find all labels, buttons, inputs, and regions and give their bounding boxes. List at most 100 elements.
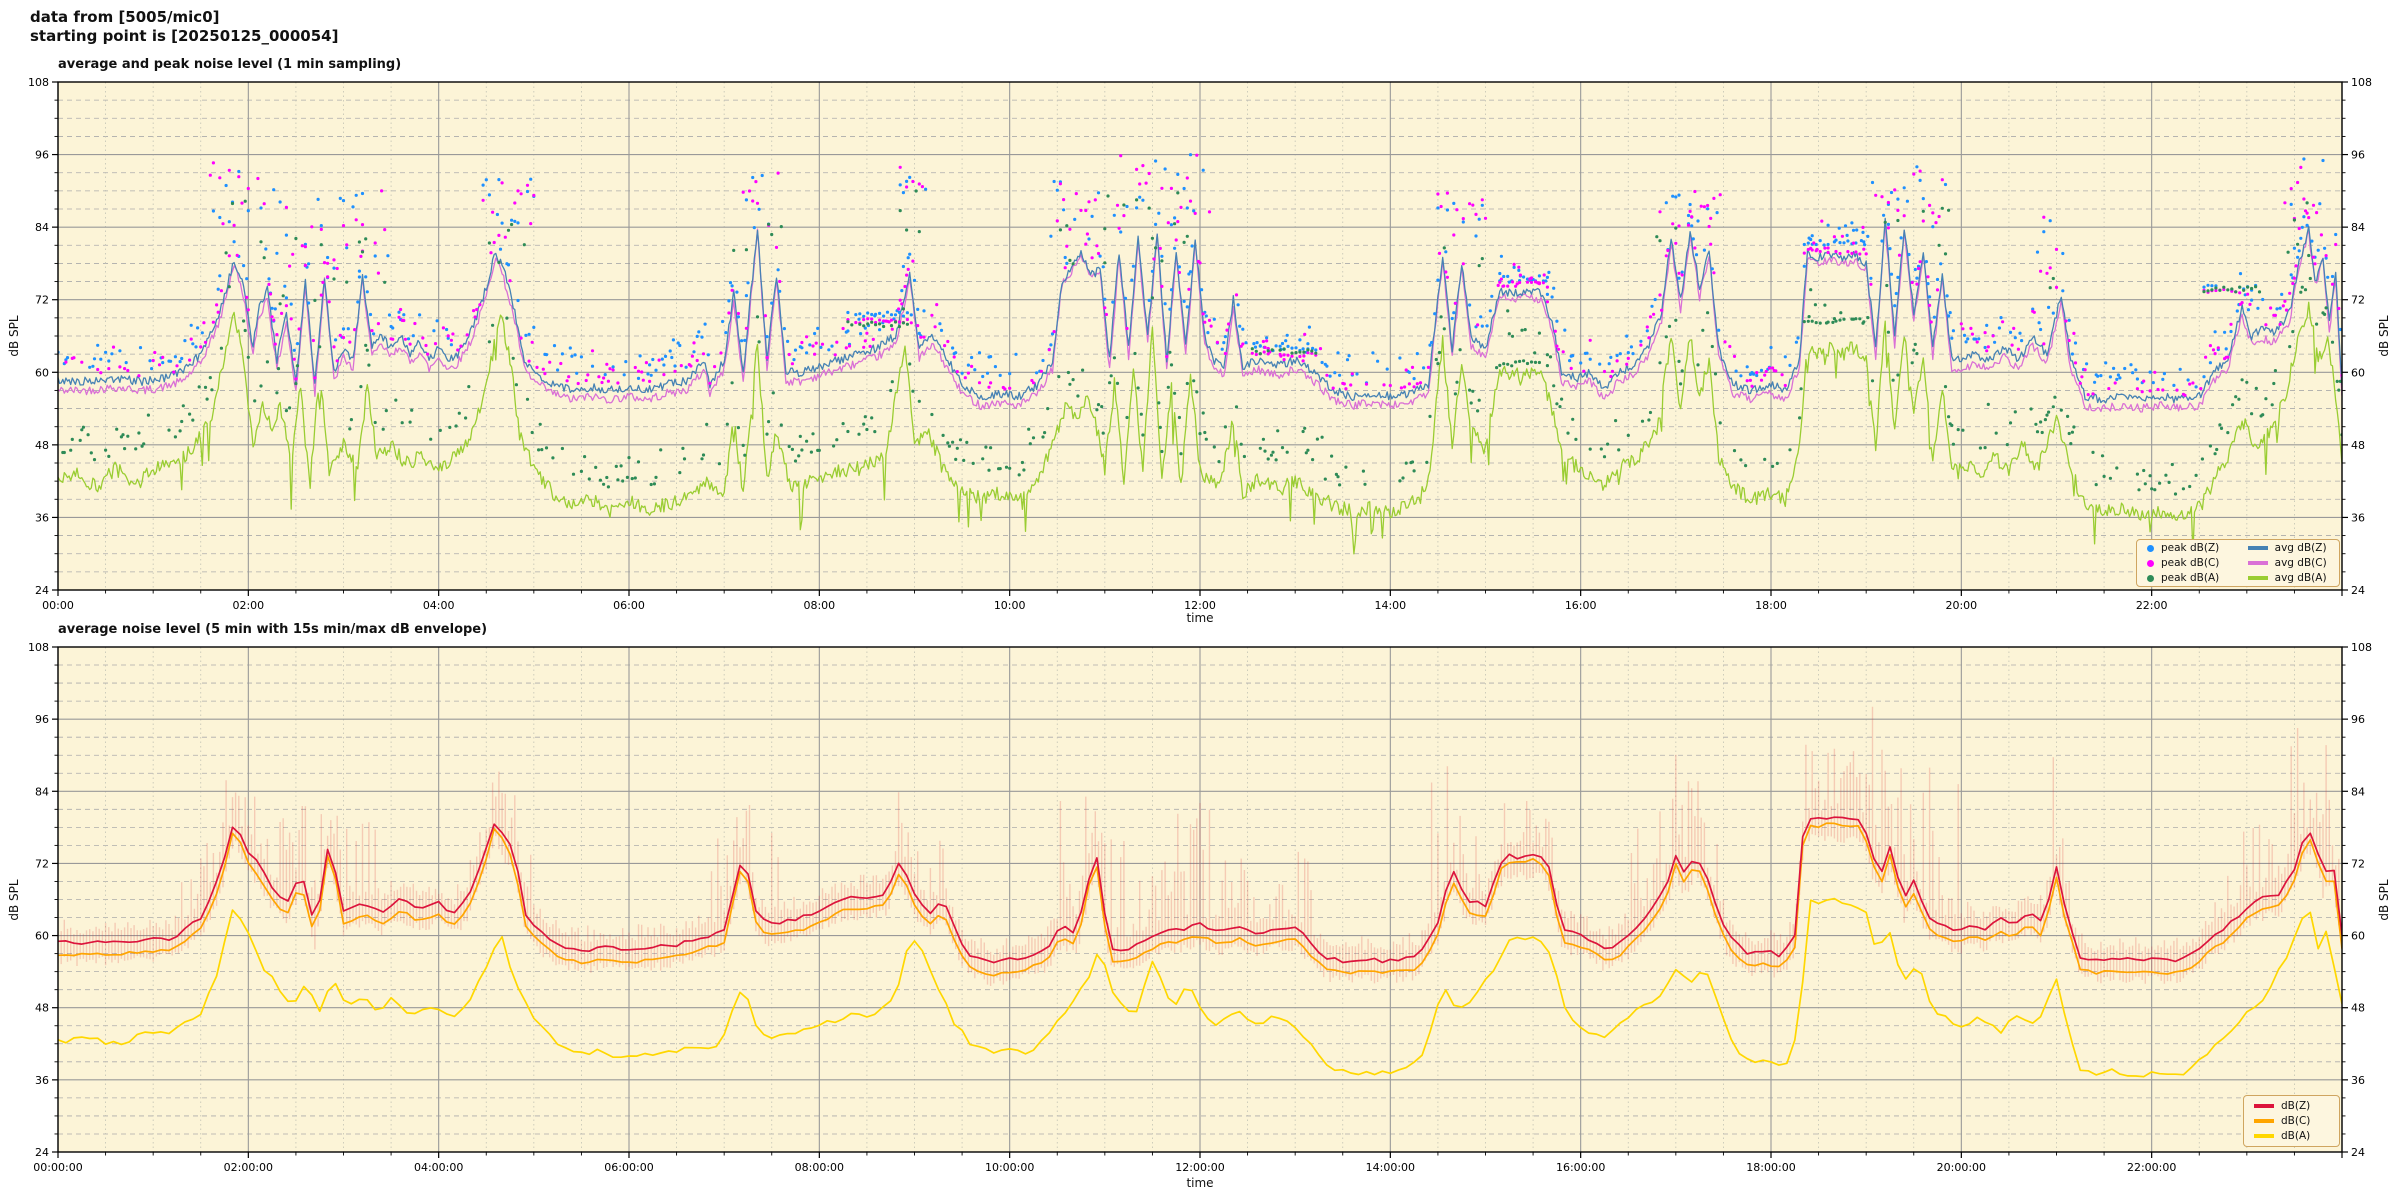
series-layer bbox=[58, 153, 2342, 555]
chart1-title: average and peak noise level (1 min samp… bbox=[58, 57, 402, 72]
ytick-label-right: 36 bbox=[2351, 1074, 2365, 1087]
legend-label: peak dB(A) bbox=[2161, 572, 2220, 584]
peak-dba-marker-icon bbox=[2147, 574, 2154, 582]
chart-group: 24 24 36 36 48 48 60 60 72 72 84 84 96 96 108 108 00:00:… bbox=[28, 641, 2372, 1174]
ytick-label-right: 84 bbox=[2351, 221, 2365, 234]
xtick-label: 14:00 bbox=[1374, 599, 1406, 612]
chart1-legend: peak dB(Z) peak dB(C) peak dB(A) avg dB(… bbox=[2136, 539, 2340, 587]
ytick-label-right: 48 bbox=[2351, 1002, 2365, 1015]
ytick-label-right: 24 bbox=[2351, 1146, 2365, 1159]
xtick-label: 00:00:00 bbox=[33, 1161, 82, 1174]
ytick-label-right: 48 bbox=[2351, 439, 2365, 452]
ytick-label-right: 96 bbox=[2351, 713, 2365, 726]
xtick-label: 20:00 bbox=[1945, 599, 1977, 612]
dba-line-icon bbox=[2254, 1134, 2274, 1138]
xtick-label: 22:00 bbox=[2136, 599, 2168, 612]
legend-item-dbz: dB(Z) bbox=[2254, 1099, 2329, 1113]
xtick-label: 12:00 bbox=[1184, 599, 1216, 612]
chart2-ylabel-left: dB SPL bbox=[7, 879, 21, 921]
xtick-label: 04:00:00 bbox=[414, 1161, 463, 1174]
ytick-label-left: 24 bbox=[35, 584, 49, 597]
ytick-label-right: 108 bbox=[2351, 76, 2372, 89]
xtick-label: 02:00 bbox=[232, 599, 264, 612]
series-layer bbox=[58, 706, 2342, 1078]
xtick-label: 16:00:00 bbox=[1556, 1161, 1605, 1174]
legend-item-dba: dB(A) bbox=[2254, 1129, 2329, 1143]
xtick-label: 18:00:00 bbox=[1746, 1161, 1795, 1174]
ytick-label-right: 96 bbox=[2351, 149, 2365, 162]
xtick-label: 10:00 bbox=[994, 599, 1026, 612]
legend-item-avg-dbc: avg dB(C) bbox=[2247, 556, 2329, 570]
series-line-avg-db-c- bbox=[58, 223, 2342, 413]
xtick-label: 02:00:00 bbox=[224, 1161, 273, 1174]
ytick-label-left: 108 bbox=[28, 76, 49, 89]
ytick-label-left: 60 bbox=[35, 366, 49, 379]
chart1-ylabel-left: dB SPL bbox=[7, 315, 21, 357]
legend-item-peak-dba: peak dB(A) bbox=[2147, 571, 2222, 585]
xtick-label: 22:00:00 bbox=[2127, 1161, 2176, 1174]
peak-dbc-marker-icon bbox=[2147, 559, 2154, 567]
chart-group: 24 24 36 36 48 48 60 60 72 72 84 84 96 96 108 108 00:00 0… bbox=[28, 76, 2372, 612]
avg-dba-line-icon bbox=[2247, 576, 2268, 580]
series-line-avg-db-z- bbox=[58, 217, 2342, 404]
legend-label: avg dB(A) bbox=[2274, 572, 2327, 584]
xtick-label: 20:00:00 bbox=[1937, 1161, 1986, 1174]
xtick-label: 00:00 bbox=[42, 599, 74, 612]
ytick-label-left: 36 bbox=[35, 511, 49, 524]
xtick-label: 18:00 bbox=[1755, 599, 1787, 612]
series-line-db-c- bbox=[58, 822, 2342, 977]
ticks-and-labels: 24 24 36 36 48 48 60 60 72 72 84 84 96 96 108 108 00:00:… bbox=[28, 641, 2372, 1174]
ytick-label-right: 60 bbox=[2351, 930, 2365, 943]
legend-label: peak dB(Z) bbox=[2161, 542, 2220, 554]
ytick-label-left: 108 bbox=[28, 641, 49, 654]
legend-label: peak dB(C) bbox=[2161, 557, 2220, 569]
ytick-label-right: 24 bbox=[2351, 584, 2365, 597]
legend-label: avg dB(Z) bbox=[2274, 542, 2327, 554]
ytick-label-right: 84 bbox=[2351, 785, 2365, 798]
ticks-and-labels: 24 24 36 36 48 48 60 60 72 72 84 84 96 96 108 108 00:00 0… bbox=[28, 76, 2372, 612]
ytick-label-right: 108 bbox=[2351, 641, 2372, 654]
header-line-2: starting point is [20250125_000054] bbox=[30, 27, 339, 45]
chart2-ylabel-right: dB SPL bbox=[2377, 879, 2391, 921]
ytick-label-left: 60 bbox=[35, 930, 49, 943]
avg-dbc-line-icon bbox=[2247, 561, 2268, 565]
ytick-label-left: 72 bbox=[35, 294, 49, 307]
peak-dbz-marker-icon bbox=[2147, 544, 2154, 552]
legend-item-peak-dbz: peak dB(Z) bbox=[2147, 541, 2222, 555]
scatter-peak-db-c- bbox=[64, 153, 2342, 397]
ytick-label-right: 72 bbox=[2351, 857, 2365, 870]
legend-label: dB(C) bbox=[2281, 1115, 2311, 1127]
xtick-label: 10:00:00 bbox=[985, 1161, 1034, 1174]
chart1-ylabel-right: dB SPL bbox=[2377, 315, 2391, 357]
avg-dbz-line-icon bbox=[2247, 546, 2268, 550]
ytick-label-left: 84 bbox=[35, 785, 49, 798]
xtick-label: 12:00:00 bbox=[1175, 1161, 1224, 1174]
xtick-label: 16:00 bbox=[1565, 599, 1597, 612]
ytick-label-right: 36 bbox=[2351, 511, 2365, 524]
dbz-line-icon bbox=[2254, 1104, 2274, 1108]
xtick-label: 04:00 bbox=[423, 599, 455, 612]
series-line-avg-db-a- bbox=[58, 301, 2342, 555]
series-line-db-z- bbox=[58, 816, 2342, 964]
ytick-label-left: 84 bbox=[35, 221, 49, 234]
legend-item-avg-dba: avg dB(A) bbox=[2247, 571, 2329, 585]
legend-label: dB(Z) bbox=[2281, 1100, 2311, 1112]
xtick-label: 06:00:00 bbox=[604, 1161, 653, 1174]
legend-item-dbc: dB(C) bbox=[2254, 1114, 2329, 1128]
legend-item-peak-dbc: peak dB(C) bbox=[2147, 556, 2222, 570]
ytick-label-left: 24 bbox=[35, 1146, 49, 1159]
chart2-legend: dB(Z) dB(C) dB(A) bbox=[2243, 1095, 2340, 1147]
ytick-label-right: 72 bbox=[2351, 294, 2365, 307]
xtick-label: 08:00:00 bbox=[795, 1161, 844, 1174]
chart2-xlabel: time bbox=[1186, 1176, 1214, 1190]
xtick-label: 08:00 bbox=[803, 599, 835, 612]
legend-label: avg dB(C) bbox=[2274, 557, 2327, 569]
ytick-label-left: 36 bbox=[35, 1074, 49, 1087]
legend-item-avg-dbz: avg dB(Z) bbox=[2247, 541, 2329, 555]
ytick-label-left: 96 bbox=[35, 713, 49, 726]
ytick-label-left: 48 bbox=[35, 1002, 49, 1015]
series-line-db-a- bbox=[58, 897, 2342, 1078]
ytick-label-left: 96 bbox=[35, 149, 49, 162]
dbc-line-icon bbox=[2254, 1119, 2274, 1123]
header-line-1: data from [5005/mic0] bbox=[30, 8, 220, 26]
